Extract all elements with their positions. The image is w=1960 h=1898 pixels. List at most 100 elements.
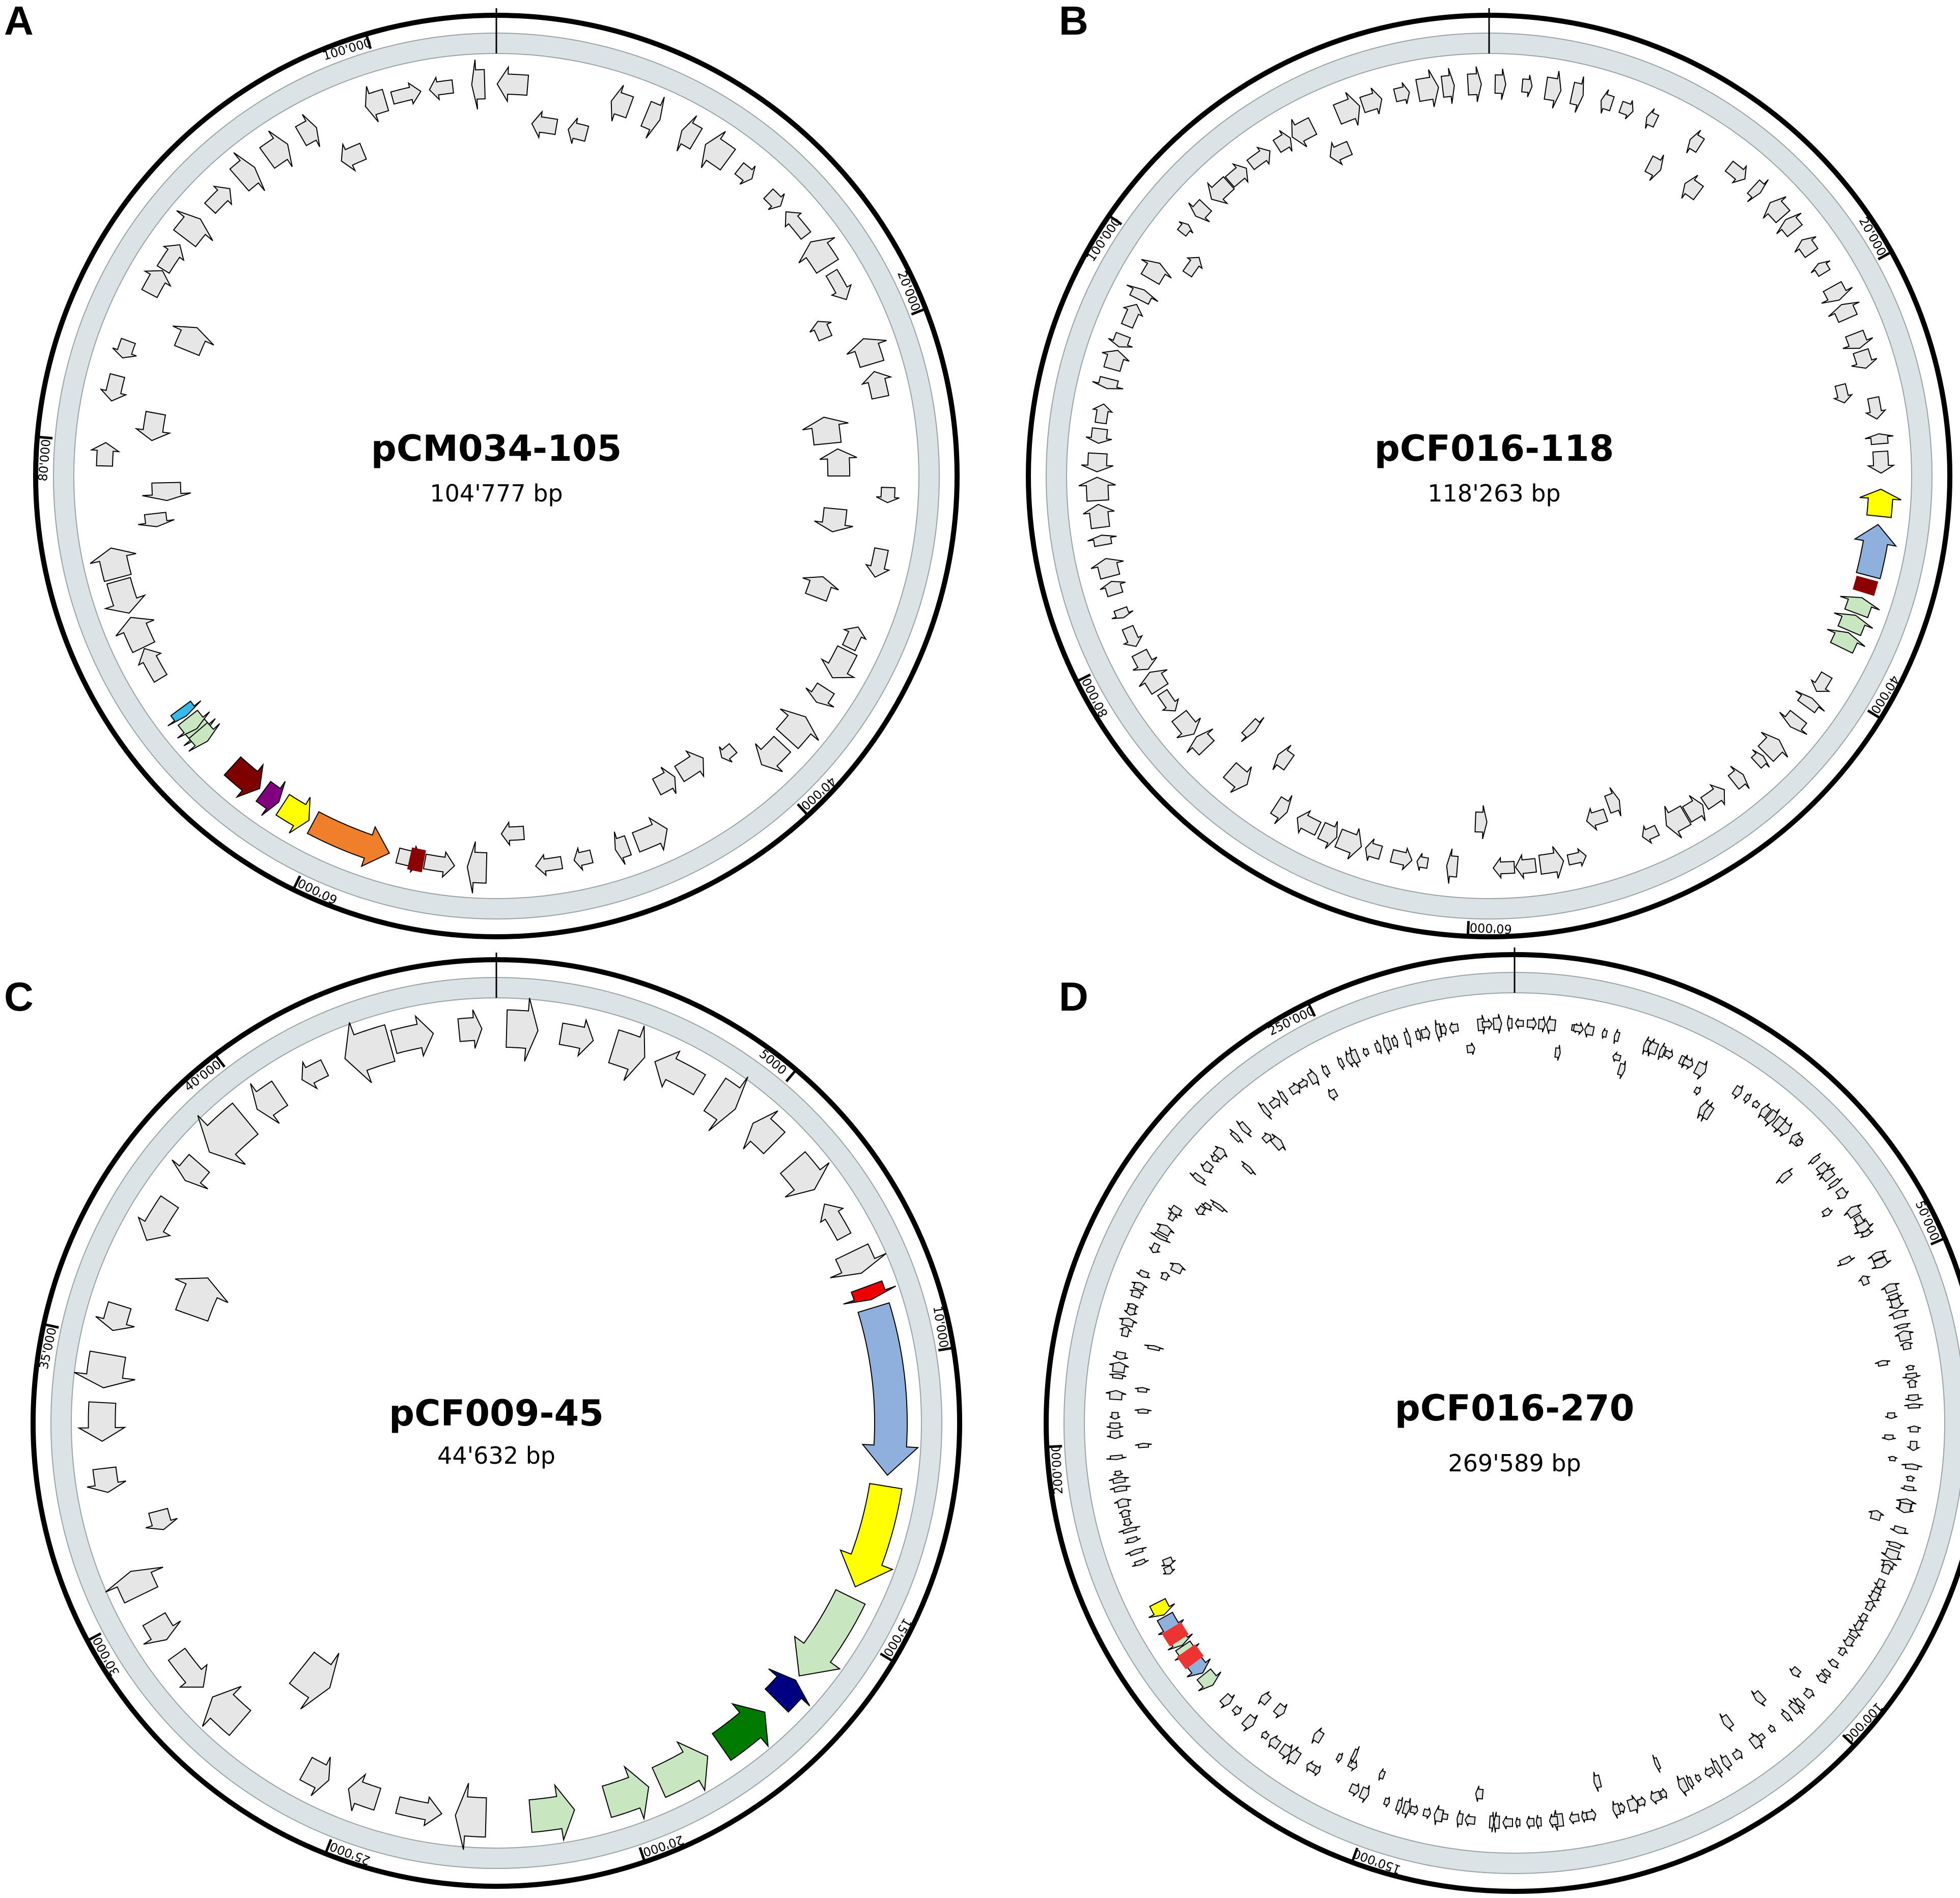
- gene-arrow: [1695, 1774, 1702, 1783]
- gene-arrow: [674, 750, 705, 783]
- gene-arrow: [1693, 1060, 1708, 1080]
- gene-arrow: [390, 1014, 434, 1058]
- gene-arrow: [1231, 1705, 1243, 1716]
- scale-tick: [1351, 1847, 1359, 1863]
- highlighted-gene-arrow: [1196, 1668, 1222, 1692]
- gene-arrow: [1131, 1281, 1148, 1292]
- gene-arrow: [1521, 75, 1533, 97]
- highlighted-gene-arrow: [306, 811, 390, 868]
- gene-arrow: [1391, 1035, 1398, 1048]
- gene-arrow: [1126, 284, 1159, 305]
- highlighted-gene-arrow: [167, 700, 202, 727]
- transposon-mark: [408, 848, 416, 870]
- gene-arrow: [1132, 1558, 1149, 1567]
- gene-arrow: [1109, 1412, 1121, 1420]
- gene-arrow: [1273, 1702, 1287, 1719]
- gene-arrow: [1136, 1269, 1151, 1278]
- gene-arrow: [865, 547, 891, 578]
- gene-arrow: [1613, 1028, 1621, 1044]
- panel-letter: D: [1059, 974, 1088, 1019]
- highlighted-gene-arrow: [1156, 1611, 1184, 1635]
- gene-arrow: [654, 1050, 707, 1096]
- transposon-mark: [1855, 580, 1877, 589]
- gene-arrow: [87, 1466, 126, 1493]
- transposon-mark: [415, 849, 422, 872]
- scale-tick: [292, 875, 301, 890]
- highlighted-gene-arrow: [275, 794, 311, 834]
- gene-arrow: [1246, 147, 1271, 171]
- gene-arrow: [172, 1154, 210, 1190]
- gene-arrow: [1435, 1020, 1443, 1042]
- highlighted-gene-arrow: [843, 1280, 897, 1305]
- gene-arrow: [1842, 1635, 1855, 1647]
- gene-arrow: [229, 152, 265, 192]
- gene-arrow: [1440, 68, 1455, 104]
- gene-arrow: [173, 210, 213, 247]
- gene-arrow: [1704, 1766, 1716, 1779]
- gene-arrow: [1780, 1709, 1794, 1722]
- gene-arrow: [568, 118, 590, 144]
- gene-arrow: [1581, 1810, 1588, 1823]
- scale-tick: [638, 1847, 646, 1862]
- gene-arrow: [1860, 1229, 1874, 1238]
- gene-arrow: [138, 512, 175, 527]
- gene-arrow: [610, 85, 634, 122]
- gene-arrow: [1720, 1754, 1733, 1771]
- gene-arrow: [1291, 117, 1318, 148]
- gene-arrow: [1168, 1205, 1183, 1217]
- gene-arrow: [1311, 1727, 1325, 1744]
- highlighted-gene-arrow: [651, 1741, 709, 1798]
- gene-arrow: [146, 1508, 178, 1530]
- gene-arrow: [1272, 744, 1295, 771]
- gene-arrow: [1586, 806, 1609, 831]
- gene-arrow: [1317, 821, 1338, 849]
- gene-arrow: [1746, 179, 1769, 203]
- gene-arrow: [1731, 1084, 1744, 1099]
- gene-arrow: [74, 1350, 135, 1388]
- highlighted-gene-arrow: [1859, 488, 1901, 518]
- gene-arrow: [1329, 141, 1353, 166]
- gene-arrow: [204, 185, 233, 214]
- gene-arrow: [1895, 1501, 1914, 1514]
- gene-arrow: [1573, 1021, 1584, 1036]
- gene-arrow: [299, 1756, 331, 1796]
- gene-arrow: [167, 1648, 208, 1688]
- gene-arrow: [1868, 1510, 1885, 1521]
- transposon-mark: [1178, 1645, 1197, 1660]
- gene-arrow: [1881, 1564, 1894, 1575]
- gene-arrow: [1347, 1759, 1358, 1772]
- gene-arrow: [202, 1686, 251, 1737]
- gene-arrow: [558, 1018, 594, 1057]
- transposon-mark: [416, 849, 423, 872]
- gene-arrow: [1612, 1801, 1621, 1819]
- gene-arrow: [1350, 1746, 1360, 1765]
- gene-arrow: [1768, 1724, 1776, 1733]
- gene-arrow: [1131, 649, 1158, 671]
- gene-arrow: [1464, 1813, 1476, 1827]
- gene-arrow: [1261, 1132, 1273, 1144]
- gene-arrow: [1858, 1275, 1871, 1287]
- gene-arrow: [395, 1796, 443, 1827]
- gene-arrow: [1466, 1042, 1475, 1055]
- scale-tick-label: 200'000: [1049, 1444, 1066, 1495]
- gene-arrow: [1489, 1811, 1495, 1832]
- gene-arrow: [1474, 805, 1488, 840]
- gene-arrow: [1871, 1256, 1892, 1269]
- gene-arrow: [1618, 100, 1634, 120]
- plasmid-map: 500010'00015'00020'00025'00030'00035'000…: [31, 953, 962, 1889]
- gene-arrow: [1121, 303, 1144, 329]
- gene-arrow: [1127, 1303, 1139, 1310]
- gene-arrow: [535, 853, 564, 877]
- gene-arrow: [785, 211, 811, 240]
- panel-letter: B: [1059, 0, 1088, 43]
- gene-arrow: [1169, 1262, 1186, 1275]
- gene-arrow: [250, 1080, 289, 1124]
- transposon-mark: [1163, 1625, 1184, 1638]
- gene-arrow: [809, 321, 833, 342]
- scale-tick: [797, 803, 809, 817]
- gene-arrow: [1210, 1199, 1228, 1213]
- scale-tick: [214, 1054, 226, 1068]
